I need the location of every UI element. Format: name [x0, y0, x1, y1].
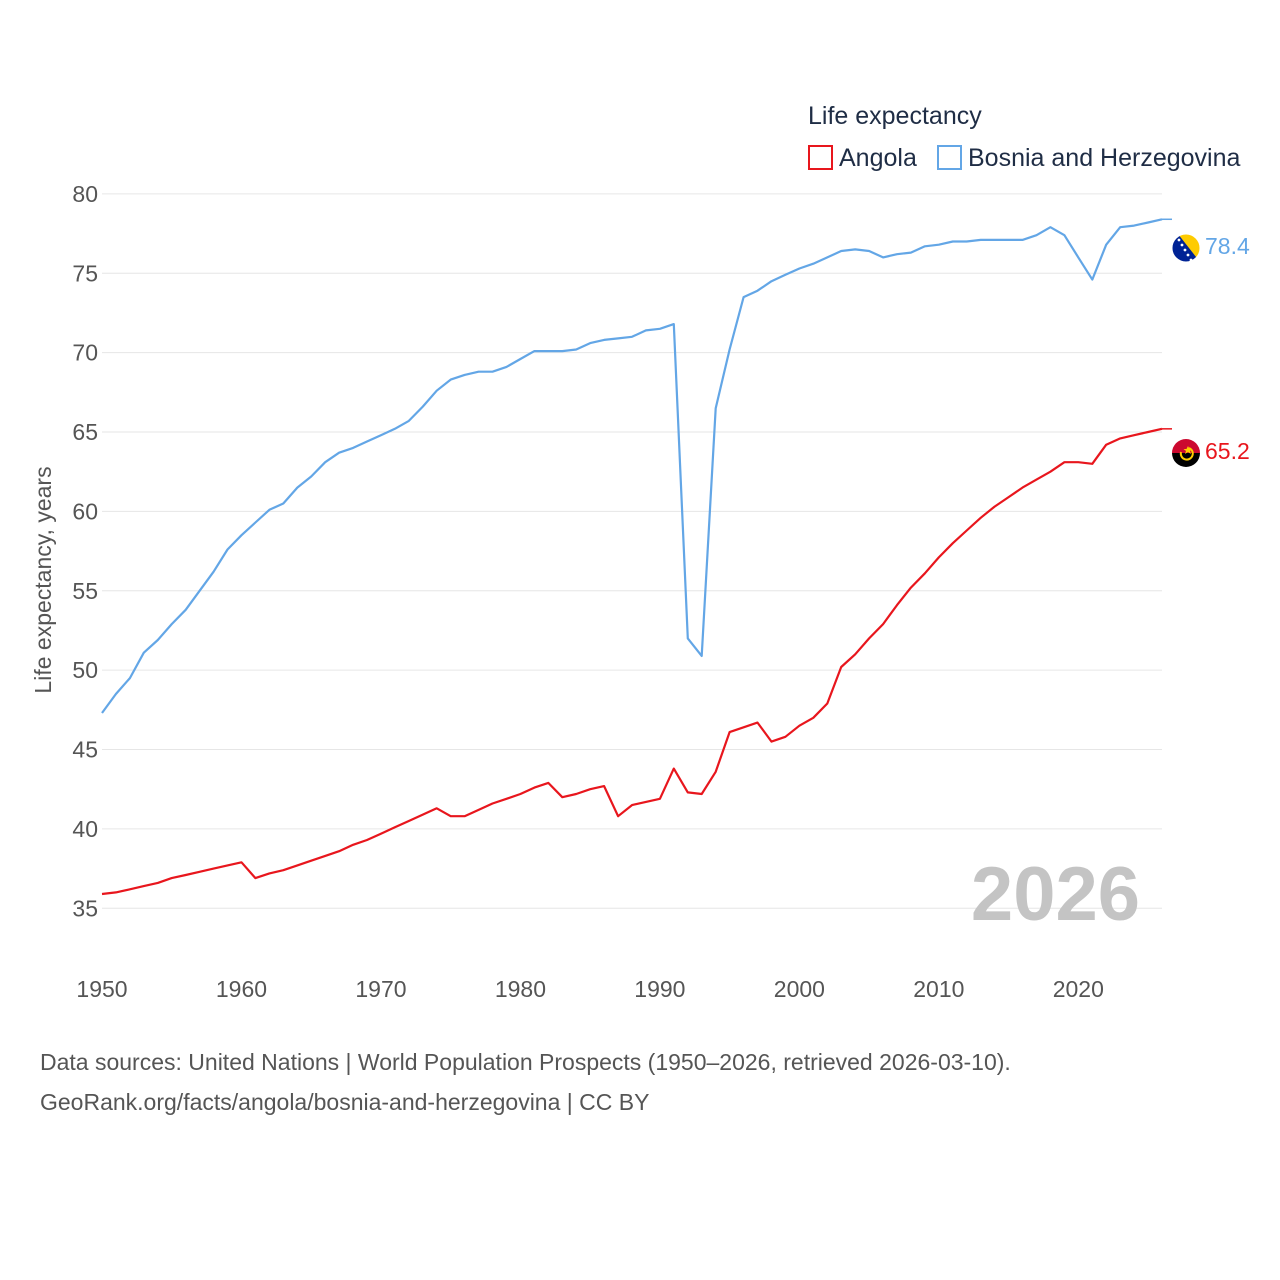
- legend-label-bosnia[interactable]: Bosnia and Herzegovina: [968, 144, 1240, 172]
- y-tick-label-40: 40: [72, 816, 98, 842]
- series-line-bosnia-and-herzegovina: [101, 218, 1163, 714]
- bosnia-flag-icon: [1172, 234, 1200, 262]
- source-notes: Data sources: United Nations | World Pop…: [40, 1042, 1260, 1122]
- series-line-angola: [101, 427, 1163, 896]
- legend-label-angola[interactable]: Angola: [839, 144, 917, 172]
- x-axis-ticks: 1950 1960 1970 1980 1990 2000 2010 2020: [76, 976, 1103, 1002]
- y-tick-label-75: 75: [72, 260, 98, 286]
- y-tick-label-50: 50: [72, 657, 98, 683]
- y-tick-label-60: 60: [72, 498, 98, 524]
- x-tick-label-1980: 1980: [495, 976, 546, 1002]
- data-source-text: Data sources: United Nations | World Pop…: [40, 1049, 1011, 1075]
- source-link-text[interactable]: GeoRank.org/facts/angola/bosnia-and-herz…: [40, 1089, 650, 1115]
- y-tick-label-65: 65: [72, 419, 98, 445]
- legend-swatch-angola[interactable]: [808, 145, 833, 170]
- current-year-label: 2026: [971, 852, 1140, 937]
- bosnia-end-value: 78.4: [1205, 233, 1250, 259]
- x-tick-label-1970: 1970: [355, 976, 406, 1002]
- x-tick-label-1950: 1950: [76, 976, 127, 1002]
- y-tick-label-80: 80: [72, 181, 98, 207]
- y-axis-title: Life expectancy, years: [30, 466, 56, 693]
- x-tick-label-2010: 2010: [913, 976, 964, 1002]
- y-tick-label-45: 45: [72, 737, 98, 763]
- y-tick-label-35: 35: [72, 895, 98, 921]
- x-tick-label-1990: 1990: [634, 976, 685, 1002]
- legend-swatch-bosnia[interactable]: [937, 145, 962, 170]
- series-lines: [101, 218, 1172, 896]
- y-tick-label-70: 70: [72, 340, 98, 366]
- x-tick-label-2000: 2000: [774, 976, 825, 1002]
- grid-lines: [102, 193, 1162, 909]
- x-tick-label-2020: 2020: [1053, 976, 1104, 1002]
- legend: Life expectancy Angola Bosnia and Herzeg…: [808, 102, 1240, 172]
- y-axis-ticks: 35 40 45 50 55 60 65 70 75 80: [72, 181, 98, 921]
- bosnia-flag-ring: [1171, 233, 1201, 263]
- y-tick-label-55: 55: [72, 578, 98, 604]
- legend-title: Life expectancy: [808, 102, 982, 130]
- x-tick-label-1960: 1960: [216, 976, 267, 1002]
- angola-flag-icon: [1172, 439, 1200, 467]
- angola-end-value: 65.2: [1205, 438, 1250, 464]
